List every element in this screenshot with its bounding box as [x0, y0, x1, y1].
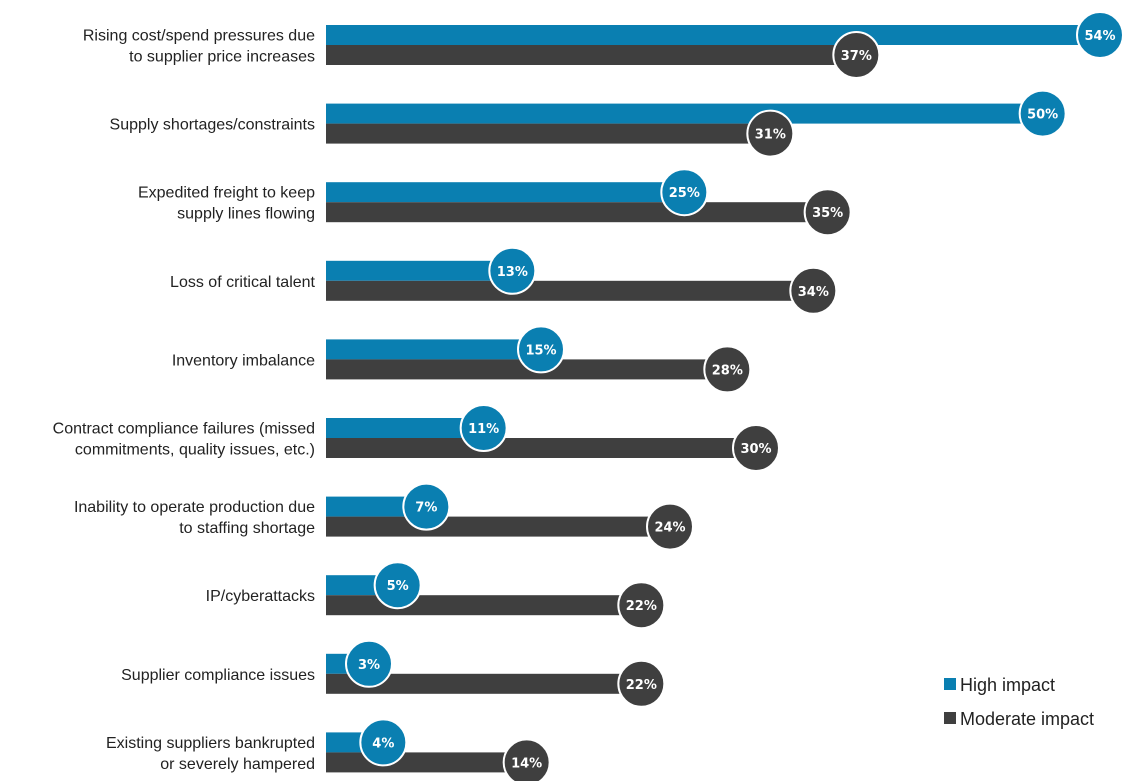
high-impact-bar [326, 339, 541, 360]
category-label: IP/cyberattacks [206, 588, 315, 605]
legend-swatch [944, 712, 956, 724]
value-labels: 54% 37% 50% 31% 25% 35% 13% 34% 15% 28% 11% 30% 7% 24… [345, 11, 1122, 781]
data-label: 11% [468, 422, 499, 437]
moderate-impact-bar [326, 595, 642, 616]
category-label: Rising cost/spend pressures due to suppli… [83, 28, 315, 66]
data-label: 5% [387, 579, 409, 594]
high-impact-point [488, 246, 537, 295]
data-label: 15% [525, 343, 556, 358]
high-impact-bar [326, 103, 1043, 124]
moderate-impact-point [832, 31, 881, 79]
moderate-impact-point [789, 266, 838, 315]
high-impact-point [1076, 11, 1122, 59]
category-label: Existing suppliers bankrupted or severely… [106, 735, 315, 773]
high-impact-bar [326, 25, 1100, 45]
data-label: 35% [812, 206, 843, 221]
moderate-impact-bar [326, 202, 828, 223]
category-label: Loss of critical talent [170, 274, 316, 291]
high-impact-bar [326, 182, 685, 203]
high-impact-point [373, 561, 422, 610]
data-label: 22% [626, 678, 657, 693]
high-impact-point [345, 639, 393, 688]
moderate-impact-point [703, 345, 752, 394]
high-impact-point [402, 482, 451, 531]
data-label: 50% [1027, 108, 1058, 123]
legend: High impact Moderate impact [944, 675, 1094, 729]
moderate-impact-point [502, 738, 551, 781]
moderate-impact-bar [326, 45, 857, 65]
moderate-impact-point [646, 502, 694, 551]
data-label: 54% [1084, 29, 1115, 44]
legend-label: High impact [960, 675, 1055, 695]
moderate-impact-point [617, 581, 666, 630]
high-impact-point [459, 404, 508, 452]
moderate-impact-bar [326, 438, 756, 458]
legend-swatch [944, 678, 956, 690]
moderate-impact-bar [326, 280, 814, 301]
data-label: 37% [841, 49, 872, 64]
high-impact-point [517, 325, 565, 374]
high-impact-point [1018, 89, 1067, 138]
moderate-impact-point [746, 109, 795, 158]
data-label: 25% [669, 186, 700, 201]
data-label: 7% [415, 501, 437, 516]
category-labels: Rising cost/spend pressures due to suppli… [53, 28, 316, 773]
high-impact-bar [326, 418, 484, 438]
moderate-impact-bar [326, 359, 728, 380]
data-label: 34% [798, 285, 829, 300]
bars [326, 25, 1100, 773]
data-label: 31% [755, 128, 786, 143]
data-label: 14% [511, 756, 542, 771]
high-impact-bar [326, 260, 513, 281]
moderate-impact-point [732, 424, 780, 472]
moderate-impact-bar [326, 673, 642, 694]
category-label: Supplier compliance issues [121, 667, 315, 684]
data-label: 3% [358, 658, 380, 673]
category-label: Inability to operate production due to st… [74, 499, 315, 537]
high-impact-point [660, 168, 709, 217]
data-label: 4% [372, 736, 394, 751]
category-label: Inventory imbalance [172, 352, 315, 369]
category-label: Supply shortages/constraints [110, 117, 315, 134]
moderate-impact-point [803, 188, 852, 237]
moderate-impact-bar [326, 516, 670, 537]
legend-label: Moderate impact [960, 709, 1094, 729]
data-label: 30% [740, 442, 771, 457]
high-impact-bar [326, 496, 427, 517]
data-label: 24% [654, 521, 685, 536]
moderate-impact-point [617, 659, 666, 708]
high-impact-point [359, 718, 408, 767]
data-label: 13% [497, 265, 528, 280]
data-label: 22% [626, 599, 657, 614]
moderate-impact-bar [326, 752, 527, 773]
category-label: Expedited freight to keep supply lines fl… [138, 185, 315, 223]
moderate-impact-bar [326, 123, 771, 144]
category-label: Contract compliance failures (missed comm… [53, 421, 315, 459]
data-label: 28% [712, 363, 743, 378]
